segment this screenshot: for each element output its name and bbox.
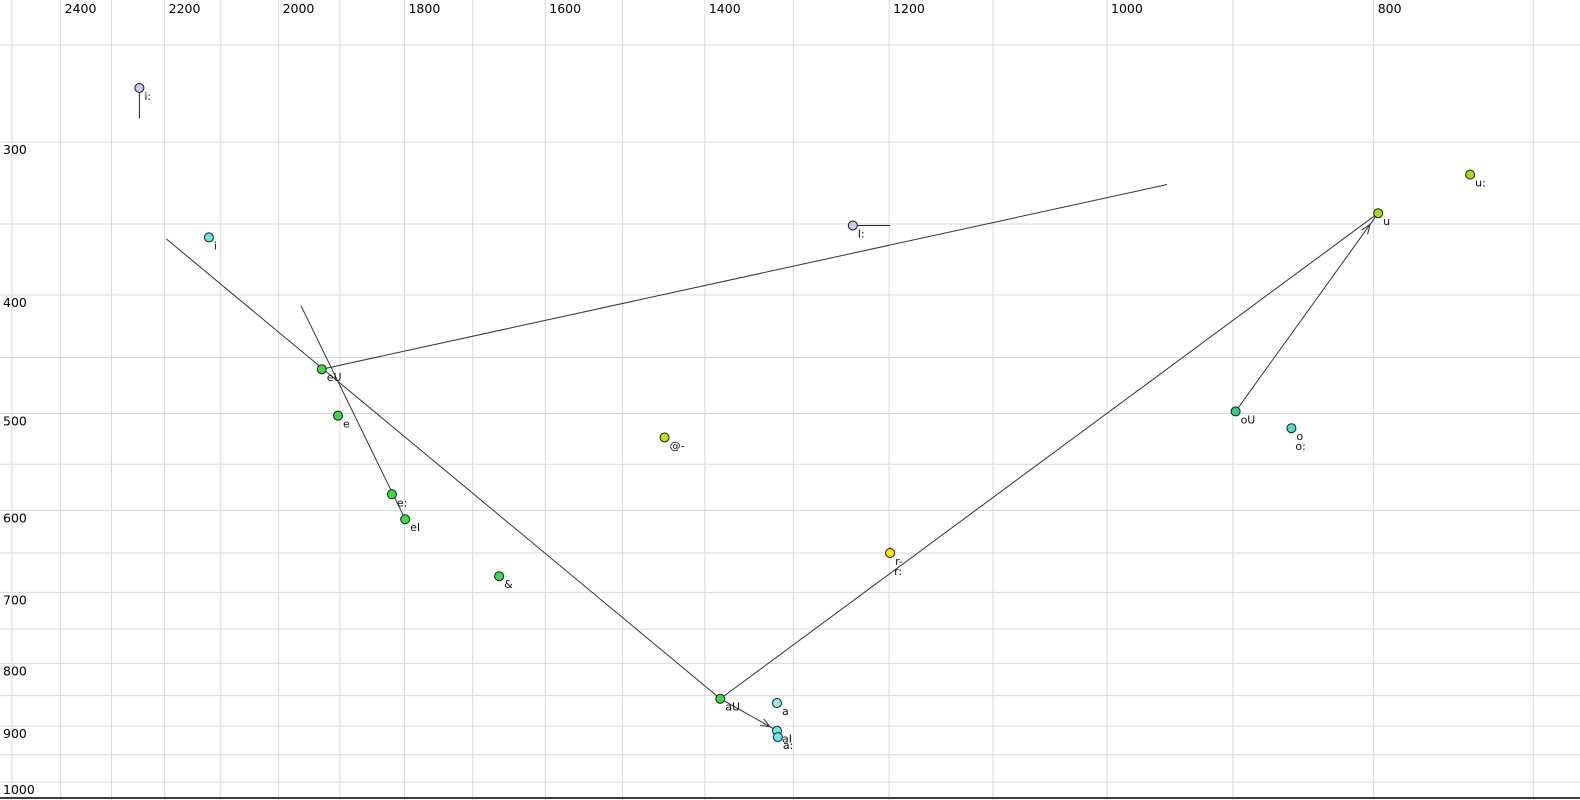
vowel-label-a: a (782, 705, 789, 718)
vowel-point-I: (847, 220, 858, 231)
vowel-point-@- (659, 432, 670, 443)
trajectory-aU-to-aI (720, 698, 778, 732)
vowel-point-a: (772, 732, 783, 743)
vowel-point-i: (134, 82, 145, 93)
trajectory-long-diagonal-to-aU (165, 238, 721, 700)
x-axis-tick-label-2200: 2200 (169, 1, 201, 16)
x-axis-tick-label-1400: 1400 (709, 1, 741, 16)
vowel-point-& (494, 571, 505, 582)
x-axis-tick-label-1800: 1800 (408, 1, 440, 16)
point-tails-layer (138, 87, 891, 554)
trajectories-layer (165, 184, 1379, 732)
y-axis-tick-label-700: 700 (3, 592, 27, 607)
arrowhead-icon (760, 718, 772, 728)
vowel-points-layer (134, 82, 1476, 743)
vowel-point-r- (885, 548, 896, 559)
vowel-label-o: o (1296, 430, 1303, 443)
vowel-label-r:: r: (894, 565, 902, 578)
vowel-point-oU (1230, 406, 1241, 417)
y-axis-tick-label-500: 500 (3, 414, 27, 429)
vowel-point-o (1286, 423, 1297, 434)
arrowhead-icon (1361, 223, 1371, 235)
vowel-point-u: (1465, 169, 1476, 180)
vowel-point-aU (715, 693, 726, 704)
y-axis-tick-label-900: 900 (3, 726, 27, 741)
vowel-label-r-: r- (895, 555, 903, 568)
axis-ticks-layer: 2400 2200 2000 1800 1600 1400 1200 1000 800 300 40… (3, 1, 1402, 797)
x-axis-tick-label-2000: 2000 (283, 1, 315, 16)
y-axis-tick-label-800: 800 (3, 663, 27, 678)
vowel-point-e (332, 410, 343, 421)
vowel-point-e: (386, 489, 397, 500)
vowel-point-u (1373, 208, 1384, 219)
y-axis-tick-label-600: 600 (3, 510, 27, 525)
vowel-label-@-: @- (670, 439, 685, 452)
trajectory-e-series-steep (300, 305, 406, 520)
x-axis-tick-label-800: 800 (1378, 1, 1402, 16)
vowel-label-i:: i: (144, 90, 151, 103)
x-axis-tick-label-1600: 1600 (549, 1, 581, 16)
x-axis-tick-label-1000: 1000 (1111, 1, 1143, 16)
x-axis-tick-label-1200: 1200 (893, 1, 925, 16)
vowel-point-i (203, 232, 214, 243)
trajectory-aU-to-u (720, 212, 1379, 700)
vowel-label-&: & (504, 578, 513, 591)
trajectory-eU-up-right (321, 184, 1168, 370)
vowel-label-u:: u: (1475, 177, 1486, 190)
vowel-label-I:: I: (858, 227, 865, 240)
vowel-label-eI: eI (410, 521, 420, 534)
vowel-point-a (771, 698, 782, 709)
y-axis-tick-label-1000: 1000 (3, 782, 35, 797)
vowel-label-e: e (343, 418, 350, 431)
vowel-label-aU: aU (725, 701, 740, 714)
x-axis-tick-label-2400: 2400 (65, 1, 97, 16)
vowel-label-o:: o: (1295, 440, 1305, 453)
y-axis-tick-label-300: 300 (3, 142, 27, 157)
vowel-label-e:: e: (397, 496, 407, 509)
vowel-label-i: i (214, 239, 217, 252)
vowel-label-aI: aI (782, 733, 792, 746)
vowel-point-eI (400, 514, 411, 525)
vowel-label-u: u (1383, 215, 1390, 228)
vowel-point-eU (316, 364, 327, 375)
vowel-label-eU: eU (327, 371, 342, 384)
trajectory-oU-to-u (1235, 212, 1379, 412)
vowel-labels-layer: i: i eU e e:eI & @- I: r-r: aU a aIa: u: u oU oo: (144, 90, 1485, 752)
vowel-label-oU: oU (1241, 413, 1256, 426)
y-axis-tick-label-400: 400 (3, 295, 27, 310)
vowel-label-a:: a: (783, 739, 793, 752)
